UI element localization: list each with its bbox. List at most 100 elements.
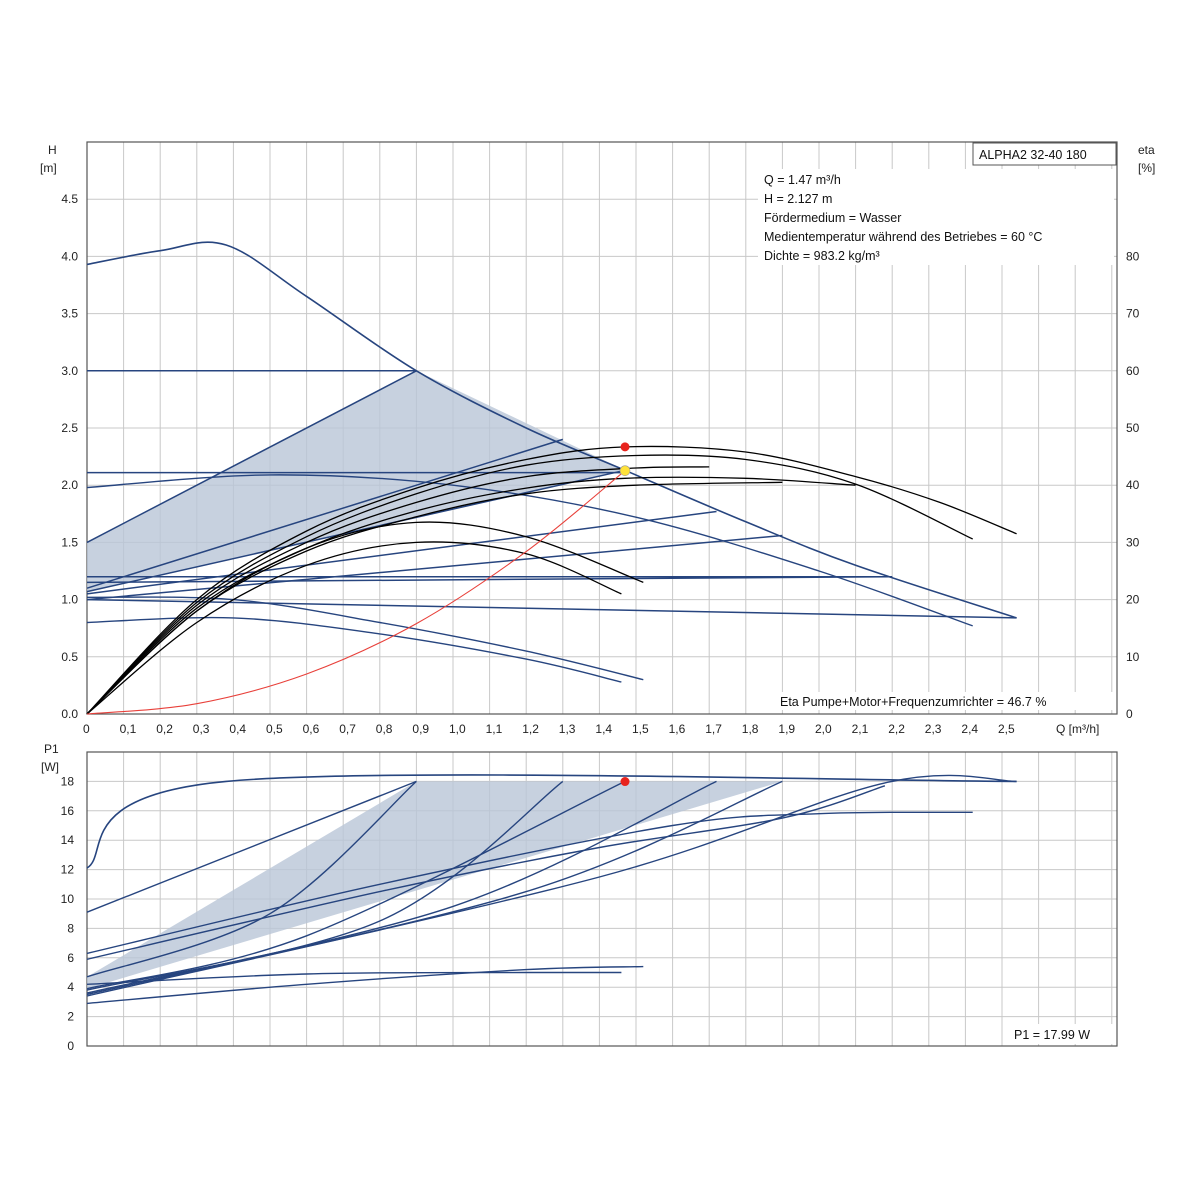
power-tick-label: 14 (61, 833, 75, 847)
speed-curve-line (86, 596, 644, 681)
head-tick-label: 3.5 (61, 307, 78, 321)
x-tick-label: 2,2 (888, 722, 905, 736)
p1-max-line (86, 774, 1017, 869)
eta-line (86, 445, 1017, 715)
x-tick-label: 0,7 (339, 722, 356, 736)
head-tick-label: 2.5 (61, 421, 78, 435)
x-tick-label: 2,0 (815, 722, 832, 736)
head-tick-labels: 0 0,1 0,2 0,3 0,4 0,5 0,6 0,7 0,8 0,9 1,0 1,1 1,2 1,3… (61, 192, 1139, 736)
x-tick-label: 0,1 (120, 722, 137, 736)
eta-tick-label: 70 (1126, 307, 1140, 321)
head-tick-label: 1.0 (61, 593, 78, 607)
prop-pressure-line (86, 438, 564, 589)
power-tick-label: 8 (67, 921, 74, 935)
eta-tick-label: 50 (1126, 421, 1140, 435)
prop-pressure-line (86, 598, 1017, 619)
eta-tick-label: 30 (1126, 535, 1140, 549)
p1-note-backdrop (1008, 1024, 1114, 1044)
info-flow: Q = 1.47 m³/h (764, 173, 841, 187)
power-axis-unit: [W] (41, 760, 59, 774)
eta-tick-label: 60 (1126, 364, 1140, 378)
prop-pressure-line (86, 370, 417, 544)
x-tick-label: 0 (83, 722, 90, 736)
eta-tick-label: 0 (1126, 707, 1133, 721)
p1-prop-line (86, 780, 626, 990)
power-tick-label: 18 (61, 774, 75, 788)
head-tick-label: 1.5 (61, 535, 78, 549)
x-tick-label: 2,4 (961, 722, 978, 736)
x-tick-label: 0,9 (412, 722, 429, 736)
eta-axis-label: eta (1138, 143, 1155, 157)
power-tick-labels: 0 2 4 6 8 10 12 14 16 18 (61, 774, 75, 1053)
info-medium: Fördermedium = Wasser (764, 211, 901, 225)
p1-prop-line (86, 780, 717, 994)
x-tick-label: 0,2 (156, 722, 173, 736)
x-tick-label: 1,5 (632, 722, 649, 736)
head-axis-label: H (48, 143, 57, 157)
x-tick-label: 0,8 (376, 722, 393, 736)
x-tick-label: 0,3 (193, 722, 210, 736)
eta-line (86, 541, 622, 715)
head-tick-label: 4.5 (61, 192, 78, 206)
power-operating-point (620, 777, 630, 787)
power-axes-border (86, 751, 1118, 1047)
x-tick-label: 1,6 (669, 722, 686, 736)
power-tick-label: 12 (61, 863, 75, 877)
model-title: ALPHA2 32-40 180 (979, 148, 1087, 162)
prop-pressure-line (86, 469, 626, 593)
p1-speed-line (86, 785, 886, 960)
head-tick-label: 4.0 (61, 249, 78, 263)
eta-line (86, 454, 973, 715)
head-operating-point (619, 465, 631, 476)
eta-tick-label: 40 (1126, 478, 1140, 492)
head-tick-label: 0.0 (61, 707, 78, 721)
eta-tick-label: 10 (1126, 650, 1140, 664)
x-tick-label: 1,1 (486, 722, 503, 736)
head-axes-border (86, 141, 1118, 715)
power-tick-label: 10 (61, 892, 75, 906)
head-operating-range (87, 370, 1017, 618)
x-tick-label: 0,5 (266, 722, 283, 736)
system-curve-line (86, 470, 626, 715)
x-tick-label: 1,7 (705, 722, 722, 736)
x-tick-label: 0,6 (303, 722, 320, 736)
head-tick-label: 3.0 (61, 364, 78, 378)
eta-line (86, 476, 856, 715)
power-plot-area (86, 774, 1017, 1005)
power-axis-label: P1 (44, 742, 59, 756)
power-tick-label: 16 (61, 804, 75, 818)
p1-prop-line (86, 774, 1017, 997)
model-title-box (972, 142, 1117, 166)
p1-speed-line (86, 811, 973, 955)
eta-operating-point (620, 442, 630, 452)
eta-tick-label: 80 (1126, 249, 1140, 263)
p1-const-line (86, 780, 417, 978)
eta-axis-unit: [%] (1138, 161, 1155, 175)
x-tick-label: 1,9 (778, 722, 795, 736)
flow-axis-label: Q [m³/h] (1056, 722, 1099, 736)
operating-point-markers (619, 442, 631, 787)
info-temperature: Medientemperatur während des Betriebes =… (764, 230, 1042, 244)
power-tick-label: 4 (67, 980, 74, 994)
max-curve-line (86, 241, 1017, 619)
power-tick-label: 0 (67, 1039, 74, 1053)
x-tick-label: 1,0 (449, 722, 466, 736)
power-tick-label: 2 (67, 1010, 74, 1024)
p1-const-line (86, 780, 417, 913)
eta-note: Eta Pumpe+Motor+Frequenzumrichter = 46.7… (780, 695, 1046, 709)
x-tick-label: 2,1 (852, 722, 869, 736)
x-tick-label: 1,3 (559, 722, 576, 736)
p1-low-line (86, 971, 622, 985)
p1-note: P1 = 17.99 W (1014, 1028, 1090, 1042)
eta-tick-label: 20 (1126, 593, 1140, 607)
prop-pressure-line (86, 510, 717, 595)
info-head: H = 2.127 m (764, 192, 832, 206)
p1-low-line (86, 965, 644, 1005)
x-tick-label: 2,5 (998, 722, 1015, 736)
head-axis-unit: [m] (40, 161, 57, 175)
prop-pressure-line (86, 534, 783, 601)
eta-line (86, 521, 644, 715)
power-operating-range (87, 781, 783, 989)
head-tick-label: 2.0 (61, 478, 78, 492)
